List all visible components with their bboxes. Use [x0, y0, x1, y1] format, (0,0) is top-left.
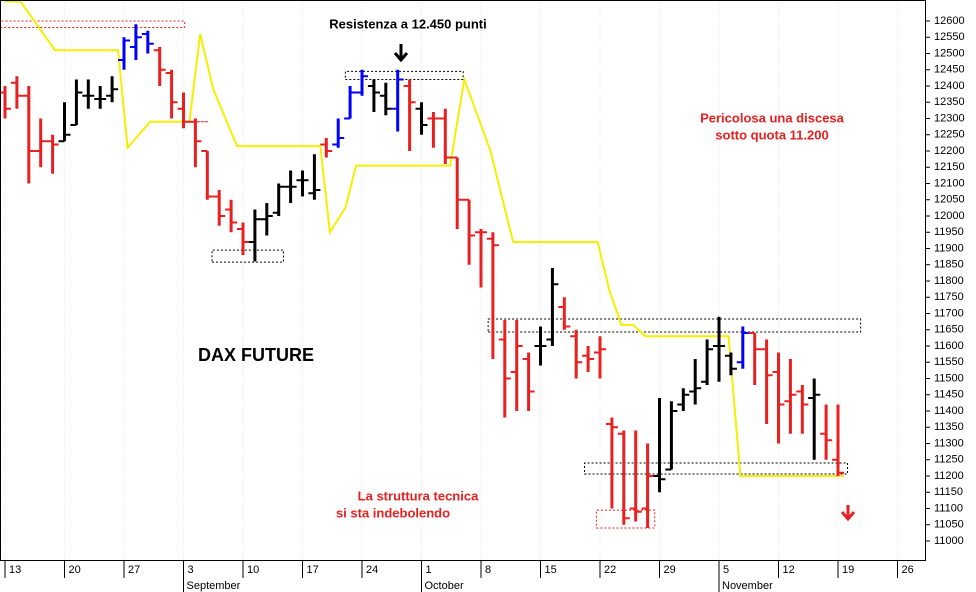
month-label: September [187, 580, 241, 592]
y-tick-label: 11300 [934, 437, 964, 449]
month-label: October [425, 580, 464, 592]
x-tick-label: 17 [307, 564, 319, 576]
y-tick-label: 12150 [934, 161, 965, 173]
y-tick-label: 11150 [934, 486, 963, 498]
level-zone [595, 509, 656, 529]
y-tick-label: 11550 [934, 356, 964, 368]
annotation: Resistenza a 12.450 punti [329, 16, 487, 31]
y-tick-label: 11050 [934, 519, 964, 531]
y-tick-label: 12000 [934, 210, 965, 222]
annotation: si sta indebolendo [336, 505, 450, 520]
annotation: sotto quota 11.200 [715, 127, 828, 142]
arrow [393, 44, 409, 63]
y-tick-label: 12500 [934, 47, 965, 59]
y-tick-label: 11850 [934, 259, 964, 271]
x-tick-label: 1 [426, 564, 432, 576]
plot-layer [0, 0, 899, 560]
y-tick-label: 11800 [934, 275, 964, 287]
y-tick-label: 12600 [934, 15, 965, 27]
level-zone [584, 462, 849, 475]
x-tick-label: 13 [9, 564, 21, 576]
x-tick-label: 19 [842, 564, 854, 576]
y-tick-label: 11900 [934, 242, 964, 254]
y-tick-label: 11500 [934, 372, 964, 384]
x-tick-label: 5 [723, 564, 729, 576]
chart-title: DAX FUTURE [198, 345, 314, 365]
y-tick-label: 12350 [934, 96, 965, 108]
x-tick-label: 22 [604, 564, 616, 576]
x-tick-label: 15 [545, 564, 557, 576]
y-tick-label: 11100 [934, 502, 963, 514]
x-tick-label: 20 [68, 564, 80, 576]
y-tick-label: 11250 [934, 454, 964, 466]
annotation: Pericolosa una discesa [700, 110, 845, 125]
level-zone [487, 318, 862, 333]
y-tick-label: 12550 [934, 31, 965, 43]
y-tick-label: 11750 [934, 291, 964, 303]
x-tick-label: 10 [247, 564, 259, 576]
month-label: November [722, 580, 773, 592]
x-tick-label: 12 [783, 564, 795, 576]
annotation: La struttura tecnica [358, 488, 479, 503]
y-tick-label: 12100 [934, 177, 965, 189]
x-tick-label: 24 [366, 564, 378, 576]
y-tick-label: 11700 [934, 307, 964, 319]
y-tick-label: 12200 [934, 145, 965, 157]
x-tick-label: 27 [128, 564, 140, 576]
y-tick-label: 12250 [934, 129, 965, 141]
y-tick-label: 11350 [934, 421, 964, 433]
y-tick-label: 11400 [934, 405, 964, 417]
x-tick-label: 8 [485, 564, 491, 576]
y-tick-label: 11650 [934, 324, 964, 336]
x-tick-label: 3 [188, 564, 194, 576]
y-tick-label: 11000 [934, 535, 964, 547]
level-zone [344, 70, 464, 80]
y-tick-label: 11200 [934, 470, 964, 482]
arrow [840, 505, 856, 522]
y-tick-label: 12050 [934, 194, 965, 206]
y-tick-label: 12400 [934, 80, 965, 92]
x-tick-label: 29 [664, 564, 676, 576]
stop-line [4, 0, 844, 477]
y-tick-label: 12300 [934, 112, 965, 124]
y-tick-label: 11600 [934, 340, 964, 352]
y-tick-label: 11450 [934, 389, 964, 401]
x-tick-label: 26 [902, 564, 914, 576]
y-tick-label: 12450 [934, 64, 965, 76]
y-tick-label: 11950 [934, 226, 964, 238]
